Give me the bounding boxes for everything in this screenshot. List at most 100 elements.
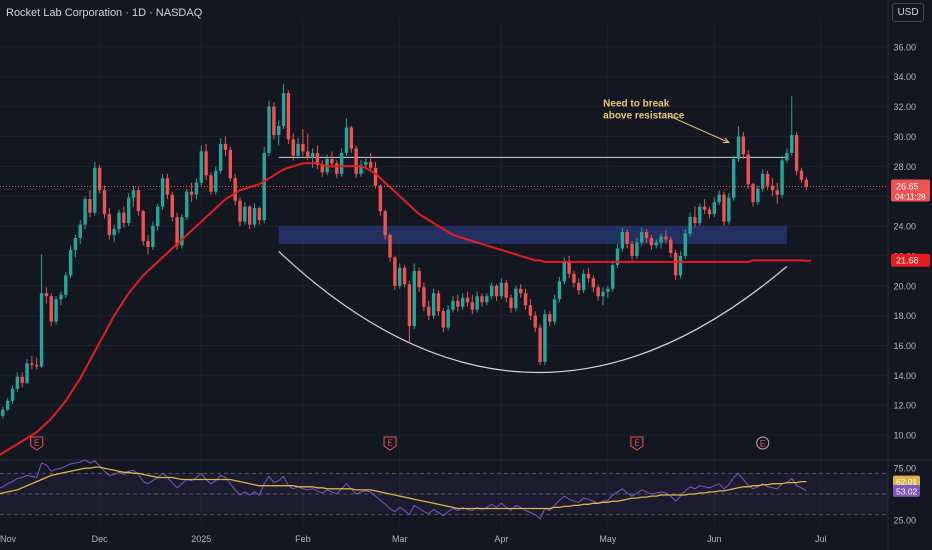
candle-body xyxy=(427,306,431,316)
candle-body xyxy=(247,206,252,225)
candle xyxy=(238,197,242,227)
candle-body xyxy=(519,288,523,294)
candle-body xyxy=(456,300,460,307)
candle xyxy=(339,148,344,177)
candle-body xyxy=(756,188,760,203)
candle-body xyxy=(615,248,620,265)
time-axis: Nov Dec 2025 Feb Mar Apr May Jun Jul xyxy=(0,534,827,544)
candle xyxy=(654,239,658,249)
candle xyxy=(320,160,324,177)
candle xyxy=(504,279,508,303)
candle xyxy=(252,203,257,228)
candle-body xyxy=(586,273,591,279)
candle xyxy=(296,137,300,159)
candle-body xyxy=(664,236,668,240)
candle-body xyxy=(209,175,213,192)
candle-body xyxy=(88,199,92,213)
candle xyxy=(649,235,654,250)
candle xyxy=(799,167,804,183)
earnings-marker[interactable]: E xyxy=(383,436,397,451)
candle-body xyxy=(417,270,421,288)
candle xyxy=(519,284,523,298)
candle xyxy=(630,240,634,261)
earnings-marker-shape xyxy=(383,436,397,451)
rsi-value-text: 53.02 xyxy=(896,486,918,496)
candle xyxy=(122,206,126,228)
candle xyxy=(83,196,87,230)
candle xyxy=(272,102,276,140)
candle-body xyxy=(765,173,770,186)
candle xyxy=(102,185,107,219)
time-tick-label: May xyxy=(599,534,617,544)
candle-body xyxy=(736,136,741,159)
candle-body xyxy=(543,314,547,362)
candle xyxy=(765,170,770,191)
time-tick-label: Jul xyxy=(815,534,827,544)
candle-body xyxy=(722,194,726,222)
candle-body xyxy=(707,209,712,215)
candle xyxy=(722,191,726,227)
candle-body xyxy=(20,376,24,383)
earnings-marker[interactable]: E xyxy=(756,436,770,450)
candle xyxy=(548,311,552,327)
candle-body xyxy=(5,400,10,410)
candle-body xyxy=(378,185,383,212)
candle-body xyxy=(315,152,320,165)
candle-body xyxy=(238,200,242,222)
candle-body xyxy=(538,327,542,362)
candle xyxy=(54,296,58,325)
candle xyxy=(156,203,160,231)
currency-button[interactable]: USD xyxy=(892,3,924,22)
candle-body xyxy=(649,238,654,246)
candle-body xyxy=(204,151,208,176)
candle-body xyxy=(654,242,658,246)
candle xyxy=(606,285,610,298)
candle-body xyxy=(126,197,131,224)
candle-body xyxy=(93,167,97,213)
candle-body xyxy=(175,217,179,246)
candle-body xyxy=(731,158,736,198)
candle xyxy=(499,278,504,300)
candle xyxy=(10,385,15,404)
price-tick-label: 12.00 xyxy=(893,401,916,411)
candle-body xyxy=(25,363,29,383)
candle-body xyxy=(431,293,436,316)
candle xyxy=(267,100,271,156)
candle-body xyxy=(422,287,426,307)
candle-body xyxy=(393,257,397,286)
candle xyxy=(214,166,218,195)
candle-body xyxy=(151,226,155,247)
candle-body xyxy=(117,212,121,230)
candle xyxy=(702,199,707,215)
candle-body xyxy=(214,170,218,192)
candle-body xyxy=(39,293,44,367)
candle-body xyxy=(610,264,615,289)
candle-body xyxy=(252,208,257,225)
candle xyxy=(160,173,165,210)
candle-body xyxy=(310,152,315,158)
candle xyxy=(446,305,450,331)
candle xyxy=(465,291,470,307)
candle-body xyxy=(160,178,165,207)
candle xyxy=(402,264,407,288)
candle-body xyxy=(596,287,600,297)
candle xyxy=(112,224,116,243)
rsi-ma-line xyxy=(0,466,807,510)
candle-body xyxy=(601,291,605,297)
candle-body xyxy=(122,212,126,224)
candle-body xyxy=(83,199,87,225)
candle xyxy=(485,293,489,306)
earnings-marker[interactable]: E xyxy=(30,436,44,451)
candle xyxy=(717,190,721,206)
candle-body xyxy=(577,282,581,291)
candle xyxy=(736,126,741,162)
candle xyxy=(15,372,20,392)
candle-body xyxy=(170,194,174,218)
candle xyxy=(228,146,233,182)
candle xyxy=(494,284,499,301)
candle-body xyxy=(59,294,63,300)
earnings-marker[interactable]: E xyxy=(630,436,644,451)
